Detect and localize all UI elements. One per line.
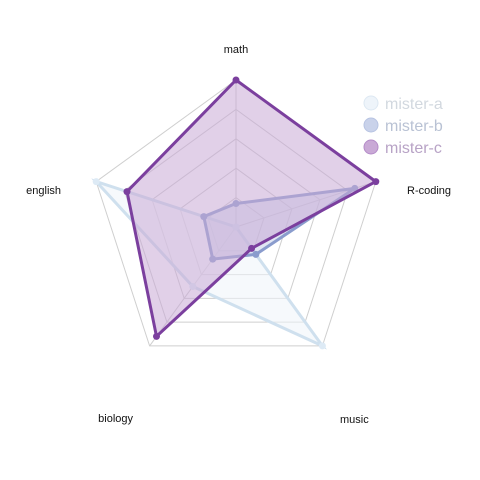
axis-label-biology: biology xyxy=(98,413,133,425)
legend-item-mister-c[interactable]: mister-c xyxy=(364,140,442,157)
point-mister-c-biology xyxy=(153,333,160,340)
axis-label-r-coding: R-coding xyxy=(407,185,451,197)
point-mister-c-r-coding xyxy=(372,178,379,185)
legend-marker-mister-b xyxy=(364,118,378,132)
legend-label-mister-c: mister-c xyxy=(385,140,442,157)
point-mister-b-music xyxy=(252,251,259,258)
point-mister-c-math xyxy=(233,77,240,84)
legend-marker-mister-a xyxy=(364,96,378,110)
legend-item-mister-b[interactable]: mister-b xyxy=(364,118,443,135)
axis-label-english: english xyxy=(26,185,61,197)
point-mister-c-english xyxy=(124,188,131,195)
legend-item-mister-a[interactable]: mister-a xyxy=(364,96,443,113)
legend-marker-mister-c xyxy=(364,140,378,154)
point-mister-a-music xyxy=(319,342,326,349)
legend-label-mister-b: mister-b xyxy=(385,118,443,135)
radar-series-layer xyxy=(93,77,380,350)
point-mister-c-music xyxy=(248,245,255,252)
point-mister-a-english xyxy=(93,178,100,185)
legend-label-mister-a: mister-a xyxy=(385,96,443,113)
axis-label-music: music xyxy=(340,414,369,426)
axis-label-math: math xyxy=(224,44,248,56)
legend: mister-a mister-b mister-c xyxy=(364,96,443,157)
